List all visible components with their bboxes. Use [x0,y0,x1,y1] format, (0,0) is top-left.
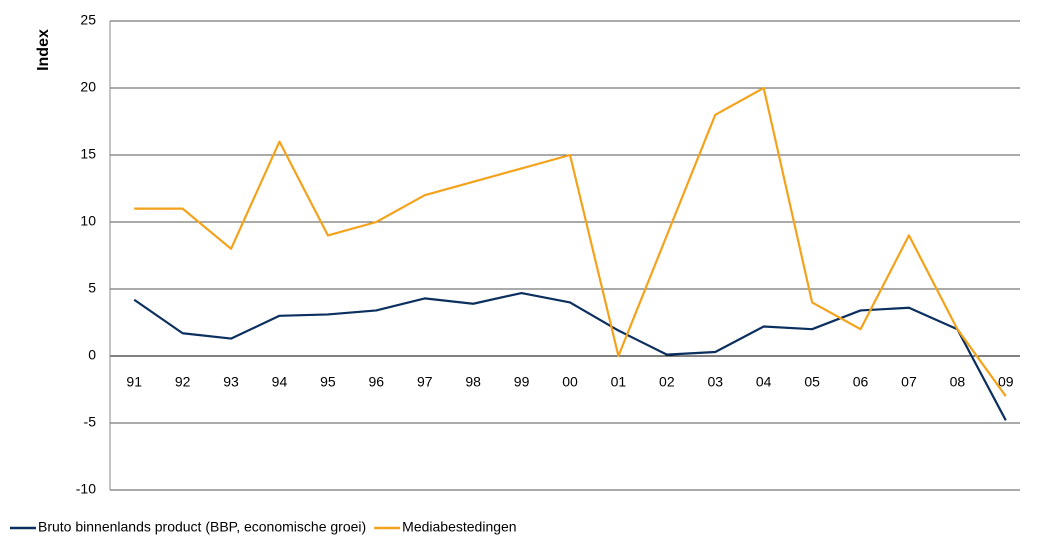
y-tick-label: 15 [80,146,96,162]
y-tick-label: 10 [80,213,96,229]
x-tick-label: 08 [950,374,966,390]
y-axis-label: Index [35,29,52,71]
x-tick-label: 05 [804,374,820,390]
x-tick-label: 07 [901,374,917,390]
series-line [133,291,1007,421]
series-line [134,86,1007,397]
y-tick-label: 25 [80,12,96,28]
y-tick-label: 20 [80,79,96,95]
x-tick-label: 95 [320,374,336,390]
x-tick-label: 97 [417,374,433,390]
x-tick-label: 02 [659,374,675,390]
x-tick-label: 03 [707,374,723,390]
x-tick-label: 99 [514,374,530,390]
x-tick-label: 04 [756,374,772,390]
y-tick-label: -5 [84,414,97,430]
x-tick-label: 06 [853,374,869,390]
y-tick-label: -10 [76,481,96,497]
y-tick-label: 5 [88,280,96,296]
x-tick-label: 92 [175,374,191,390]
y-tick-label: 0 [88,347,96,363]
x-tick-label: 01 [611,374,627,390]
x-tick-label: 93 [223,374,239,390]
x-tick-label: 94 [272,374,288,390]
x-tick-label: 91 [126,374,142,390]
x-tick-label: 98 [465,374,481,390]
legend-label: Mediabestedingen [402,519,516,535]
x-tick-label: 09 [998,374,1014,390]
x-tick-label: 96 [369,374,385,390]
x-tick-label: 00 [562,374,578,390]
legend-label: Bruto binnenlands product (BBP, economis… [38,519,366,535]
